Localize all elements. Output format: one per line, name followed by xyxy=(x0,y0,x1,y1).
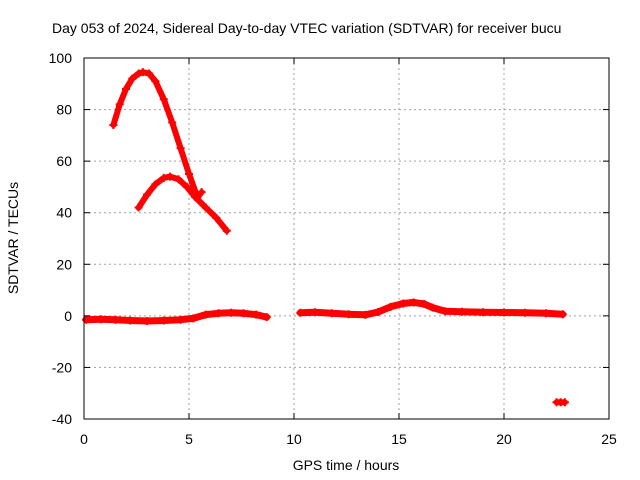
x-tick-label: 0 xyxy=(80,431,88,447)
data-point xyxy=(201,203,210,212)
data-point xyxy=(96,315,105,324)
data-point xyxy=(409,298,418,307)
data-point xyxy=(126,316,135,325)
series-night-low xyxy=(82,308,271,326)
data-point xyxy=(128,74,137,83)
data-point xyxy=(115,100,124,109)
data-point xyxy=(197,188,206,197)
data-point xyxy=(182,182,191,191)
data-point xyxy=(399,299,408,308)
x-tick-label: 20 xyxy=(496,431,512,447)
series-line xyxy=(110,69,205,201)
data-point xyxy=(109,121,118,130)
data-point xyxy=(479,308,487,317)
y-tick-label: -40 xyxy=(52,411,72,427)
data-point xyxy=(212,213,221,222)
y-tick-label: 0 xyxy=(64,308,72,324)
data-point xyxy=(361,310,370,319)
series-day-low xyxy=(296,298,567,319)
data-point xyxy=(201,310,210,319)
data-point xyxy=(214,309,223,318)
series-outlier xyxy=(552,398,569,407)
x-axis-label: GPS time / hours xyxy=(293,457,400,473)
data-point xyxy=(159,316,168,325)
data-point xyxy=(143,190,151,199)
series-layer xyxy=(82,68,569,407)
data-point xyxy=(386,302,395,311)
data-point xyxy=(189,314,198,323)
data-point xyxy=(458,307,466,316)
data-point xyxy=(159,173,168,182)
data-point xyxy=(151,77,160,86)
data-point xyxy=(374,307,382,316)
data-point xyxy=(441,307,450,316)
data-point xyxy=(327,309,336,318)
y-tick-label: -20 xyxy=(52,359,72,375)
y-tick-label: 80 xyxy=(56,102,72,118)
data-point xyxy=(420,299,429,308)
y-tick-label: 60 xyxy=(56,153,72,169)
data-point xyxy=(191,193,200,202)
x-tick-label: 15 xyxy=(391,431,407,447)
data-point xyxy=(134,203,143,212)
data-point xyxy=(500,308,508,317)
data-point xyxy=(143,317,151,326)
data-point xyxy=(428,303,437,312)
data-point xyxy=(145,69,154,78)
data-point xyxy=(166,172,175,181)
x-tick-label: 5 xyxy=(185,431,193,447)
y-tick-label: 20 xyxy=(56,256,72,272)
data-point xyxy=(296,308,305,317)
data-point xyxy=(138,68,147,77)
data-point xyxy=(239,309,248,318)
series-arc-peak-95 xyxy=(109,68,206,202)
series-arc-peak-54 xyxy=(134,172,231,235)
data-point xyxy=(122,84,130,93)
data-point xyxy=(252,310,261,319)
grid-lines xyxy=(84,58,609,419)
x-tick-label: 25 xyxy=(601,431,617,447)
data-point xyxy=(176,144,185,153)
data-point xyxy=(344,310,353,319)
y-axis-label: SDTVAR / TECUs xyxy=(5,182,21,294)
data-point xyxy=(159,95,168,104)
axis-ticks: 0 5 10 15 20 25 -40 -20 0 20 40 60 80 100 xyxy=(49,50,617,447)
data-point xyxy=(311,308,319,317)
y-tick-label: 100 xyxy=(49,50,73,66)
data-point xyxy=(560,398,569,407)
data-point xyxy=(111,315,120,324)
data-point xyxy=(227,308,235,317)
data-point xyxy=(134,69,143,78)
data-point xyxy=(542,309,550,318)
data-point xyxy=(558,310,567,319)
data-point xyxy=(262,313,271,322)
y-tick-label: 40 xyxy=(56,205,72,221)
data-point xyxy=(151,180,160,189)
data-point xyxy=(222,226,231,235)
x-tick-label: 10 xyxy=(286,431,302,447)
plot-frame xyxy=(83,57,610,420)
data-point xyxy=(521,308,529,317)
data-point xyxy=(82,315,91,324)
data-point xyxy=(168,118,177,127)
chart-title: Day 053 of 2024, Sidereal Day-to-day VTE… xyxy=(52,20,561,36)
data-point xyxy=(185,170,193,179)
data-point xyxy=(176,315,185,324)
data-point xyxy=(174,175,183,184)
